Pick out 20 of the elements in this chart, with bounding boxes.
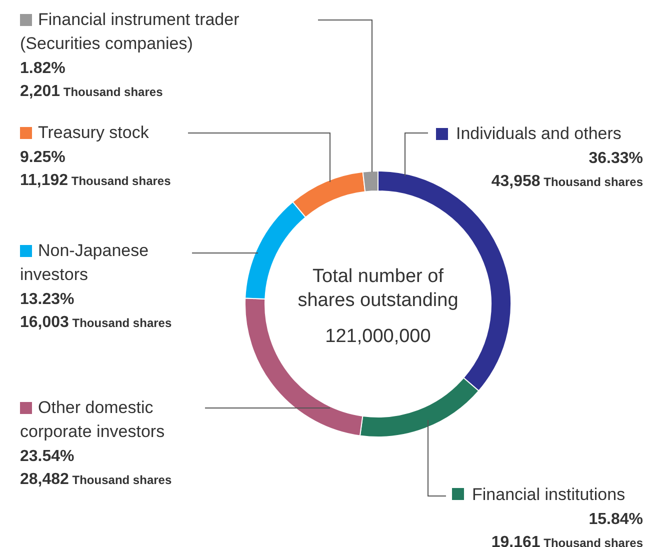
legend-label: Other domestic corporate investors: [20, 398, 165, 441]
text: 121,000,000: [325, 326, 431, 347]
text: 43,958 Thousand shares: [491, 173, 644, 190]
data-label: 15.84%: [588, 511, 643, 528]
legend-label: Non-Japanese investors: [20, 241, 149, 284]
legend-label: Treasury stock: [38, 123, 150, 142]
data-label: 36.33%: [588, 150, 643, 167]
data-label: 13.23%: [20, 291, 74, 308]
legend-label: Financial instrument trader (Securities companies): [20, 10, 240, 53]
text: 2,201 Thousand shares: [20, 83, 164, 100]
text: Total number of shares outstanding: [298, 266, 458, 311]
legend-label: Individuals and others: [456, 124, 622, 143]
text: 28,482 Thousand shares: [20, 471, 172, 488]
data-label: 1.82%: [20, 60, 66, 77]
legend-label: Financial institutions: [472, 485, 626, 504]
data-label: 9.25%: [20, 149, 66, 166]
text: 16,003 Thousand shares: [20, 314, 172, 331]
data-label: 23.54%: [20, 448, 74, 465]
text: 19.161 Thousand shares: [491, 534, 644, 547]
text: 11,192 Thousand shares: [20, 172, 172, 189]
